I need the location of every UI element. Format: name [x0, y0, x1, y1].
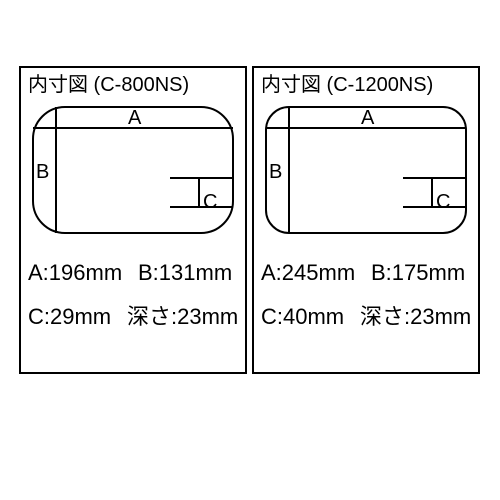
spec-C: C:40mm [261, 306, 344, 328]
dim-label-B: B [269, 162, 282, 182]
dim-label-B: B [36, 162, 49, 182]
spec-C: C:29mm [28, 306, 111, 328]
spec-B: B:175mm [371, 262, 465, 284]
dim-label-A: A [361, 108, 374, 128]
spec-D: 深さ:23mm [127, 306, 238, 328]
spec-D: 深さ:23mm [360, 306, 471, 328]
spec-A: A:245mm [261, 262, 355, 284]
panel-title: 内寸図 (C-800NS) [28, 75, 189, 95]
stage: 内寸図 (C-800NS) A B C A:196mm B:131mm C:29mm 深さ:2… [0, 0, 500, 500]
dim-label-C: C [203, 192, 217, 212]
dim-label-C: C [436, 192, 450, 212]
spec-B: B:131mm [138, 262, 232, 284]
panel-title: 内寸図 (C-1200NS) [261, 75, 433, 95]
spec-A: A:196mm [28, 262, 122, 284]
dim-label-A: A [128, 108, 141, 128]
